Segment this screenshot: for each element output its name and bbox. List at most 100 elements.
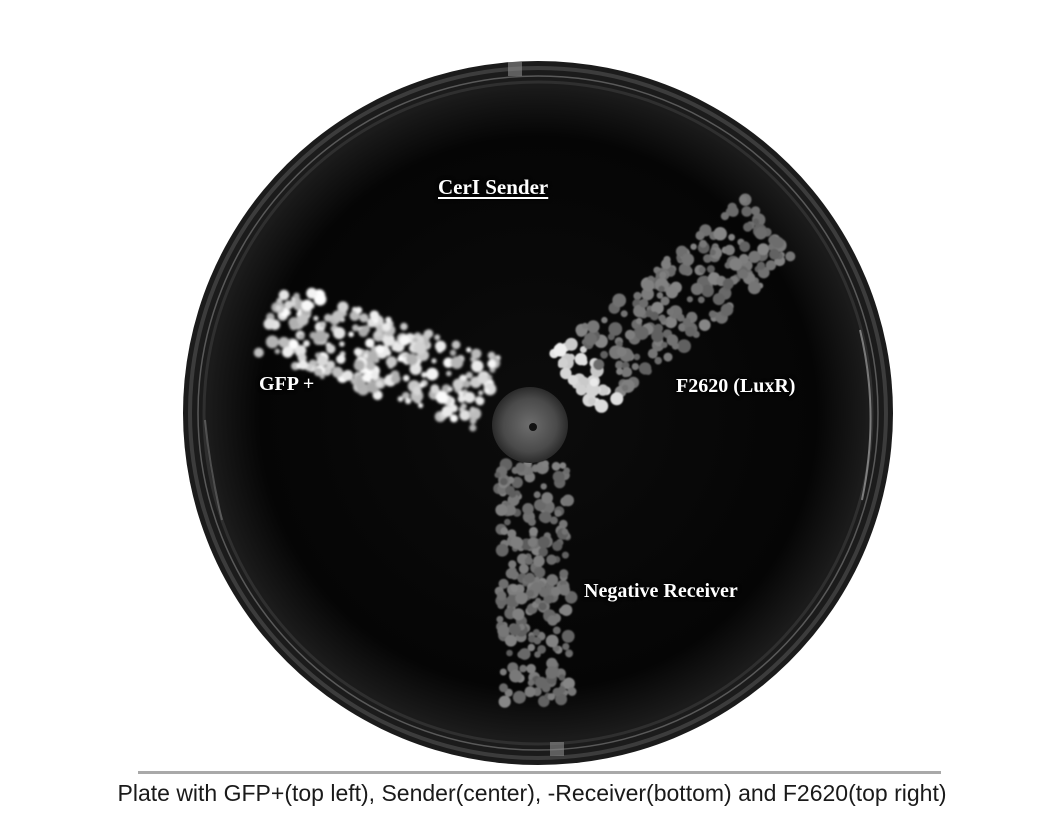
colony-dot — [557, 357, 568, 368]
colony-dot — [708, 310, 717, 319]
colony-dot — [664, 316, 678, 329]
colony-dot — [656, 292, 664, 299]
colony-dot — [297, 314, 309, 326]
colony-dot — [385, 316, 392, 324]
colony-dot — [562, 643, 570, 651]
colony-dot — [504, 518, 511, 526]
colony-dot — [460, 403, 467, 410]
colony-dot — [748, 250, 761, 263]
colony-dot — [500, 477, 508, 486]
colony-dot — [326, 360, 336, 370]
colony-dot — [562, 677, 575, 690]
colony-dot — [443, 357, 454, 368]
label-ceri-sender: CerI Sender — [438, 175, 549, 199]
colony-dot — [729, 257, 743, 271]
colony-dot — [752, 218, 760, 225]
colony-dot — [560, 604, 573, 616]
colony-dot — [499, 683, 508, 693]
colony-dot — [727, 205, 739, 217]
colony-dot — [636, 317, 643, 325]
colony-dot — [399, 335, 410, 346]
colony-dot — [678, 263, 692, 276]
colony-dot — [535, 676, 548, 689]
colony-dot — [441, 405, 453, 418]
colony-dot — [529, 526, 538, 536]
colony-dot — [319, 321, 327, 328]
colony-dot — [713, 227, 727, 241]
colony-dot — [495, 504, 508, 516]
colony-dot — [631, 363, 639, 371]
colony-dot — [500, 527, 509, 535]
colony-dot — [504, 504, 516, 516]
colony-dot — [366, 361, 376, 371]
colony-dot — [574, 352, 588, 366]
colony-dot — [552, 470, 565, 483]
colony-dot — [390, 373, 401, 384]
colony-dot — [519, 664, 527, 673]
colony-dot — [584, 332, 597, 346]
colony-dot — [566, 651, 573, 658]
colony-dot — [412, 337, 418, 343]
colony-dot — [471, 360, 484, 373]
colony-dot — [546, 657, 558, 670]
colony-dot — [507, 494, 520, 507]
colony-dot — [538, 602, 547, 611]
colony-dot — [527, 518, 536, 526]
colony-dot — [374, 330, 382, 338]
colony-dot — [418, 402, 424, 409]
colony-dot — [508, 560, 517, 569]
colony-dot — [452, 378, 464, 390]
colony-dot — [534, 651, 541, 658]
colony-dot — [578, 376, 589, 388]
colony-dot — [701, 284, 714, 298]
colony-dot — [681, 253, 695, 266]
colony-dot — [466, 347, 472, 353]
colony-dot — [747, 281, 761, 295]
colony-dot — [397, 396, 404, 402]
luxr-receiver-streak — [549, 193, 796, 413]
colony-dot — [541, 492, 553, 504]
colony-dot — [561, 551, 569, 559]
colony-dot — [698, 319, 711, 331]
colony-dot — [543, 503, 555, 514]
colony-dot — [621, 384, 629, 392]
colony-dot — [765, 260, 777, 271]
colony-dot — [352, 324, 359, 332]
colony-dot — [720, 303, 734, 317]
colony-dot — [518, 563, 529, 574]
colony-dot — [553, 343, 567, 357]
colony-dot — [550, 586, 561, 597]
colony-dot — [712, 293, 726, 306]
colony-dot — [659, 271, 667, 279]
colony-dot — [526, 663, 536, 674]
colony-dot — [511, 476, 523, 489]
colony-dot — [535, 597, 542, 605]
colony-dot — [510, 536, 523, 549]
colony-dot — [698, 266, 706, 274]
colony-dot — [524, 572, 535, 584]
colony-dot — [671, 342, 680, 350]
colony-dot — [369, 370, 380, 381]
colony-dot — [496, 591, 507, 601]
colony-dot — [498, 578, 509, 589]
colony-dot — [462, 380, 471, 388]
colony-dot — [515, 462, 526, 473]
colony-dot — [288, 317, 300, 329]
colony-dot — [663, 352, 673, 362]
colony-dot — [587, 397, 596, 406]
colony-dot — [537, 536, 550, 549]
colony-dot — [499, 668, 507, 676]
colony-dot — [706, 265, 715, 274]
colony-dot — [363, 353, 369, 359]
colony-dot — [709, 249, 716, 256]
colony-dot — [353, 359, 365, 371]
colony-dot — [522, 503, 534, 515]
colony-dot — [564, 337, 578, 351]
colony-dot — [587, 320, 600, 333]
colony-dot — [754, 227, 767, 240]
colony-dot — [663, 255, 671, 264]
colony-dot — [397, 356, 404, 362]
colony-dot — [624, 329, 636, 340]
colony-dot — [534, 499, 546, 511]
